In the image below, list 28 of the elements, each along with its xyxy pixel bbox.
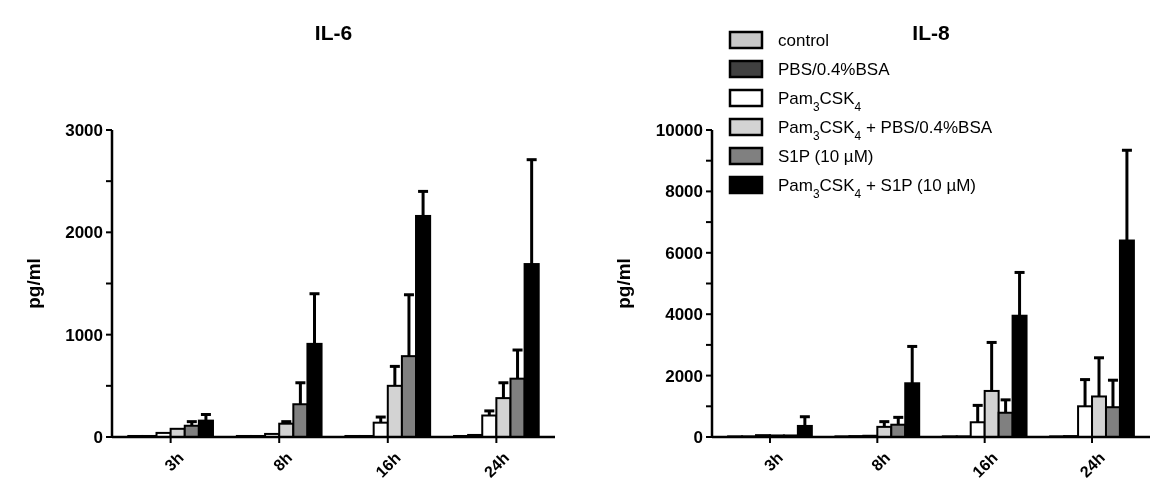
x-tick-label: 24h [480,449,513,481]
x-tick-label: 3h [161,449,187,475]
x-tick-label: 24h [1076,449,1109,481]
x-tick-label: 16h [969,449,1001,481]
legend-label: PBS/0.4%BSA [778,60,891,79]
y-axis-title: pg/ml [613,258,634,309]
y-tick-label: 2000 [65,223,103,243]
y-tick-label: 1000 [65,325,103,345]
y-tick-label: 4000 [665,305,703,325]
x-tick-label: 8h [270,449,296,475]
chart-title: IL-6 [314,21,353,44]
y-axis-title: pg/ml [23,258,44,309]
legend-label: S1P (10 µM) [778,147,874,166]
y-tick-label: 8000 [665,182,703,202]
legend-label: Pam$_{3}$CSK$_{4}$ + S1P (10 µM) [778,176,977,201]
legend-label: control [778,31,830,50]
legend-label: Pam$_{3}$CSK$_{4}$ + PBS/0.4%BSA [778,118,993,143]
chart-title: IL-8 [912,21,950,44]
y-tick-label: 0 [693,427,703,447]
legend-label: Pam$_{3}$CSK$_{4}$ [778,89,862,114]
y-tick-label: 10000 [655,120,703,140]
x-tick-label: 8h [868,449,894,475]
y-tick-label: 6000 [665,243,703,263]
x-tick-label: 16h [372,449,404,481]
y-tick-label: 0 [93,427,103,447]
x-tick-label: 3h [760,449,787,475]
y-tick-label: 2000 [665,366,703,386]
y-tick-label: 3000 [65,120,103,140]
